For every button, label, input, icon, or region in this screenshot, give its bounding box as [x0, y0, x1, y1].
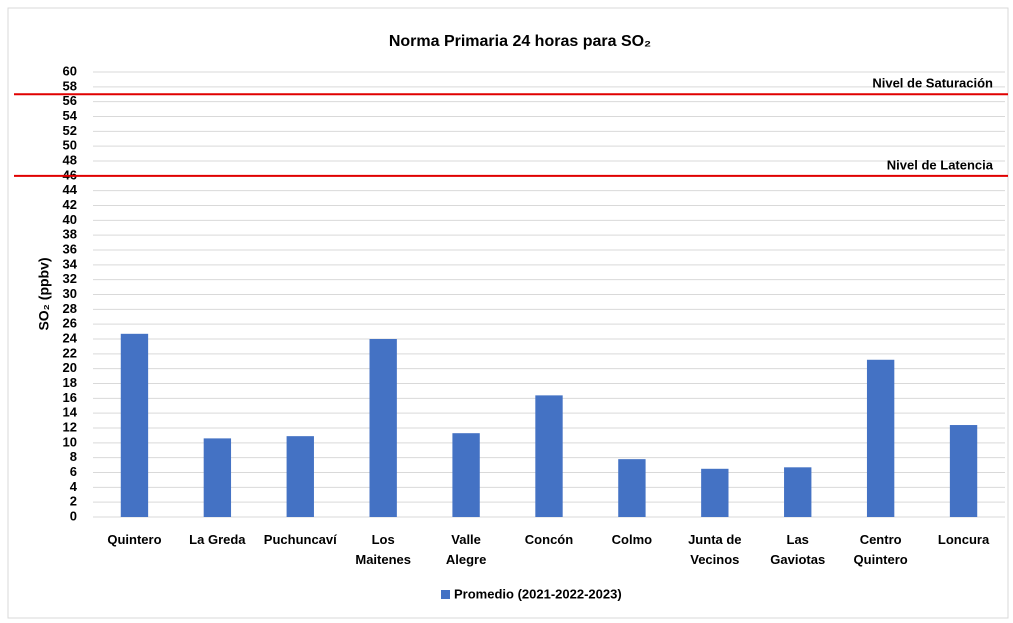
x-tick-label: Puchuncaví	[264, 532, 337, 547]
y-tick-label: 10	[63, 434, 77, 449]
bar	[618, 459, 646, 517]
y-tick-label: 20	[63, 360, 77, 375]
y-tick-label: 14	[63, 405, 78, 420]
bar	[120, 333, 149, 517]
bar	[369, 339, 397, 517]
x-tick-label: Los Maitenes	[355, 532, 411, 567]
y-tick-label: 48	[63, 152, 77, 167]
x-tick-label: Centro Quintero	[854, 532, 908, 567]
bar	[535, 395, 563, 517]
y-tick-label: 0	[70, 508, 77, 523]
y-tick-label: 2	[70, 494, 77, 509]
y-tick-label: 54	[63, 108, 78, 123]
y-tick-label: 30	[63, 286, 77, 301]
y-tick-label: 36	[63, 241, 77, 256]
x-tick-label: Colmo	[612, 532, 653, 547]
reference-label: Nivel de Latencia	[887, 157, 994, 172]
bar	[452, 433, 480, 517]
x-tick-label: Quintero	[107, 532, 161, 547]
y-tick-label: 8	[70, 449, 77, 464]
y-tick-label: 50	[63, 138, 77, 153]
x-tick-label: Valle Alegre	[446, 532, 486, 567]
legend-swatch	[441, 590, 450, 599]
y-tick-label: 18	[63, 375, 77, 390]
x-tick-label: Concón	[525, 532, 573, 547]
x-tick-label: Junta de Vecinos	[688, 532, 741, 567]
y-tick-label: 58	[63, 78, 77, 93]
reference-label: Nivel de Saturación	[872, 76, 993, 91]
y-tick-label: 26	[63, 316, 77, 331]
y-tick-label: 16	[63, 390, 77, 405]
y-tick-label: 34	[63, 256, 78, 271]
y-tick-label: 12	[63, 419, 77, 434]
y-tick-label: 56	[63, 93, 77, 108]
y-tick-label: 40	[63, 212, 77, 227]
y-tick-label: 46	[63, 167, 77, 182]
x-tick-label: La Greda	[189, 532, 246, 547]
bar	[701, 468, 729, 517]
chart-border	[7, 7, 1009, 619]
y-axis-label: SO₂ (ppbv)	[36, 257, 52, 330]
y-tick-label: 60	[63, 63, 77, 78]
y-tick-label: 4	[70, 479, 78, 494]
x-tick-label: Las Gaviotas	[770, 532, 825, 567]
y-tick-label: 6	[70, 464, 77, 479]
legend-label: Promedio (2021-2022-2023)	[454, 586, 622, 601]
y-tick-label: 52	[63, 123, 77, 138]
bar	[203, 438, 232, 517]
bar	[949, 425, 978, 517]
y-tick-label: 38	[63, 227, 77, 242]
y-tick-label: 32	[63, 271, 77, 286]
bar	[784, 467, 812, 517]
chart-title: Norma Primaria 24 horas para SO₂	[389, 33, 651, 50]
y-tick-label: 28	[63, 301, 77, 316]
bar	[866, 359, 895, 517]
y-tick-label: 24	[63, 330, 78, 345]
y-tick-label: 22	[63, 345, 77, 360]
y-tick-label: 44	[63, 182, 78, 197]
x-tick-label: Loncura	[938, 532, 990, 547]
y-tick-label: 42	[63, 197, 77, 212]
bar	[286, 436, 314, 517]
